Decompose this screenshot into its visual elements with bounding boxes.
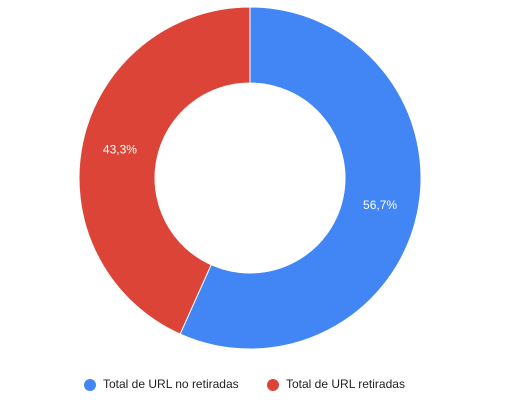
slice-label: 56,7% (363, 198, 397, 212)
slice (179, 6, 422, 350)
legend-label: Total de URL no retiradas (103, 377, 239, 391)
slice (78, 6, 251, 335)
slice-label: 43,3% (103, 142, 137, 156)
legend-label: Total de URL retiradas (286, 377, 405, 391)
legend-marker (267, 379, 279, 391)
legend-marker (84, 379, 96, 391)
